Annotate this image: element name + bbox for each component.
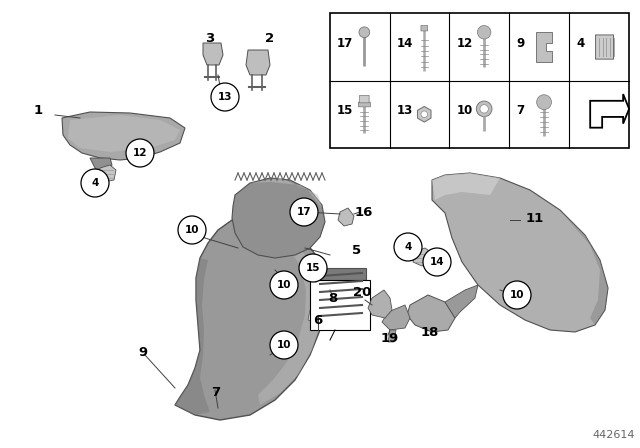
- Polygon shape: [432, 173, 608, 332]
- FancyBboxPatch shape: [358, 102, 371, 107]
- Text: 16: 16: [355, 206, 373, 219]
- Text: 10: 10: [185, 225, 199, 235]
- Text: 442614: 442614: [593, 430, 635, 440]
- Text: 13: 13: [218, 92, 232, 102]
- Text: 7: 7: [516, 104, 525, 117]
- Text: 9: 9: [516, 37, 525, 50]
- Text: 4: 4: [92, 178, 99, 188]
- Circle shape: [359, 27, 370, 38]
- Polygon shape: [68, 115, 180, 152]
- Polygon shape: [413, 248, 432, 266]
- Polygon shape: [432, 173, 500, 200]
- Circle shape: [178, 216, 206, 244]
- Circle shape: [270, 271, 298, 299]
- Text: 10: 10: [509, 290, 524, 300]
- Polygon shape: [258, 225, 322, 405]
- Text: 7: 7: [211, 387, 221, 400]
- Circle shape: [290, 198, 318, 226]
- Polygon shape: [407, 295, 455, 332]
- Text: 9: 9: [138, 345, 148, 358]
- Text: 19: 19: [381, 332, 399, 345]
- FancyBboxPatch shape: [316, 268, 366, 326]
- Circle shape: [211, 83, 239, 111]
- Polygon shape: [90, 158, 112, 173]
- Polygon shape: [62, 112, 185, 160]
- Text: 2: 2: [266, 31, 275, 44]
- Circle shape: [537, 95, 552, 110]
- Text: 14: 14: [429, 257, 444, 267]
- Polygon shape: [560, 210, 608, 325]
- Polygon shape: [590, 94, 629, 128]
- Text: 17: 17: [297, 207, 311, 217]
- Circle shape: [299, 254, 327, 282]
- Text: 20: 20: [353, 287, 371, 300]
- Circle shape: [126, 139, 154, 167]
- Circle shape: [476, 101, 492, 116]
- Text: 15: 15: [306, 263, 320, 273]
- Text: 13: 13: [397, 104, 413, 117]
- Text: 5: 5: [353, 244, 362, 257]
- Polygon shape: [232, 178, 325, 258]
- Text: 10: 10: [276, 280, 291, 290]
- Polygon shape: [308, 308, 320, 322]
- Text: 14: 14: [397, 37, 413, 50]
- Polygon shape: [536, 32, 552, 62]
- Circle shape: [480, 105, 488, 113]
- Text: 1: 1: [33, 103, 43, 116]
- FancyBboxPatch shape: [596, 35, 614, 59]
- Text: 4: 4: [404, 242, 412, 252]
- Circle shape: [421, 111, 428, 117]
- Text: 11: 11: [526, 211, 544, 224]
- Polygon shape: [382, 305, 410, 330]
- Text: 8: 8: [328, 292, 338, 305]
- Polygon shape: [445, 285, 478, 318]
- Circle shape: [394, 233, 422, 261]
- FancyBboxPatch shape: [360, 95, 369, 103]
- Polygon shape: [338, 208, 354, 226]
- Text: 12: 12: [456, 37, 473, 50]
- Text: 15: 15: [337, 104, 353, 117]
- Text: 6: 6: [314, 314, 323, 327]
- Text: 4: 4: [577, 37, 585, 50]
- Circle shape: [503, 281, 531, 309]
- Polygon shape: [97, 165, 116, 182]
- FancyBboxPatch shape: [421, 26, 428, 31]
- Polygon shape: [175, 258, 210, 415]
- Text: 10: 10: [456, 104, 473, 117]
- Circle shape: [81, 169, 109, 197]
- Polygon shape: [175, 217, 325, 420]
- Text: 12: 12: [132, 148, 147, 158]
- Circle shape: [423, 248, 451, 276]
- Text: 18: 18: [421, 327, 439, 340]
- Polygon shape: [250, 178, 322, 208]
- Circle shape: [270, 331, 298, 359]
- Polygon shape: [368, 290, 392, 318]
- Polygon shape: [246, 50, 270, 75]
- Polygon shape: [388, 330, 396, 342]
- Text: 3: 3: [205, 31, 214, 44]
- Circle shape: [477, 26, 491, 39]
- FancyBboxPatch shape: [330, 13, 629, 148]
- Text: 10: 10: [276, 340, 291, 350]
- Polygon shape: [203, 43, 223, 65]
- Polygon shape: [417, 107, 431, 122]
- Text: 17: 17: [337, 37, 353, 50]
- FancyBboxPatch shape: [310, 280, 370, 330]
